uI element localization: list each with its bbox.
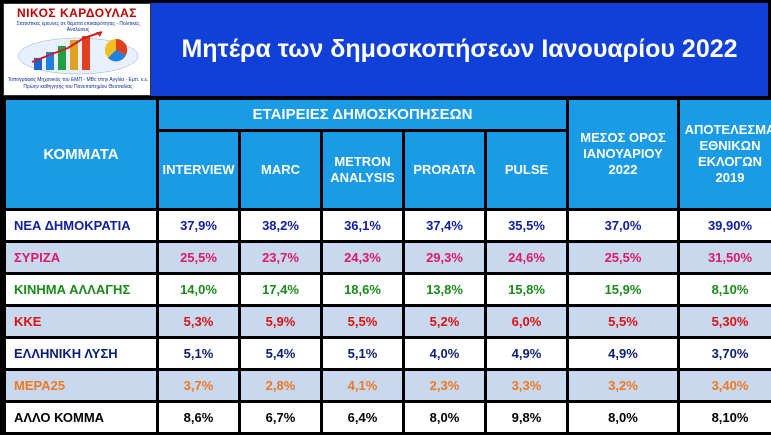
value-cell: 5,5% — [323, 307, 402, 336]
table-row: ΑΛΛΟ ΚΟΜΜΑ 8,6% 6,7% 6,4% 8,0% 9,8% 8,0%… — [6, 403, 771, 432]
election-cell: 8,10% — [680, 275, 771, 304]
logo: ΝΙΚΟΣ ΚΑΡΔΟΥΛΑΣ Στατιστικές έρευνες σε θ… — [3, 3, 151, 96]
table-row: ΝΕΑ ΔΗΜΟΚΡΑΤΙΑ 37,9% 38,2% 36,1% 37,4% 3… — [6, 211, 771, 240]
party-name: ΣΥΡΙΖΑ — [6, 243, 156, 272]
average-header-line3: 2022 — [608, 162, 638, 177]
election-cell: 31,50% — [680, 243, 771, 272]
election-header-line2: ΕΘΝΙΚΩΝ — [699, 138, 761, 153]
value-cell: 29,3% — [405, 243, 484, 272]
election-cell: 5,30% — [680, 307, 771, 336]
value-cell: 5,9% — [241, 307, 320, 336]
company-header-line1: METRON — [334, 154, 391, 169]
value-cell: 8,0% — [405, 403, 484, 432]
value-cell: 5,2% — [405, 307, 484, 336]
value-cell: 6,0% — [487, 307, 566, 336]
logo-footer-line2: Πρώην καθηγητής του Πανεπιστημίου Θεσσαλ… — [23, 84, 133, 90]
logo-footer-line1: Τοπογράφος Μηχανικός του ΕΜΠ - MBc στην … — [7, 77, 149, 83]
value-cell: 36,1% — [323, 211, 402, 240]
company-header-metron: METRON ANALYSIS — [323, 132, 402, 208]
value-cell: 3,3% — [487, 371, 566, 400]
company-header-line1: INTERVIEW — [162, 162, 235, 177]
value-cell: 5,3% — [159, 307, 238, 336]
value-cell: 6,7% — [241, 403, 320, 432]
value-cell: 24,3% — [323, 243, 402, 272]
value-cell: 2,8% — [241, 371, 320, 400]
company-header-interview: INTERVIEW — [159, 132, 238, 208]
logo-subtitle: Στατιστικές έρευνες σε θέματα επικαιρότη… — [16, 21, 140, 33]
company-header-prorata: PRORATA — [405, 132, 484, 208]
value-cell: 18,6% — [323, 275, 402, 304]
election-header-line4: 2019 — [715, 170, 745, 185]
election-header: ΑΠΟΤΕΛΕΣΜΑ ΕΘΝΙΚΩΝ ΕΚΛΟΓΩΝ 2019 — [680, 100, 771, 208]
value-cell: 13,8% — [405, 275, 484, 304]
company-header-line1: MARC — [261, 162, 300, 177]
company-header-line1: PRORATA — [413, 162, 476, 177]
party-name: ΚΚΕ — [6, 307, 156, 336]
party-name: ΑΛΛΟ ΚΟΜΜΑ — [6, 403, 156, 432]
election-header-line1: ΑΠΟΤΕΛΕΣΜΑ — [684, 122, 771, 137]
logo-chart-graphic — [17, 31, 139, 75]
company-header-pulse: PULSE — [487, 132, 566, 208]
average-header-line2: ΙΑΝΟΥΑΡΙΟΥ — [583, 146, 663, 161]
value-cell: 5,1% — [323, 339, 402, 368]
table-row: ΚΙΝΗΜΑ ΑΛΛΑΓΗΣ 14,0% 17,4% 18,6% 13,8% 1… — [6, 275, 771, 304]
average-cell: 37,0% — [569, 211, 677, 240]
value-cell: 4,0% — [405, 339, 484, 368]
value-cell: 5,1% — [159, 339, 238, 368]
value-cell: 15,8% — [487, 275, 566, 304]
value-cell: 17,4% — [241, 275, 320, 304]
value-cell: 6,4% — [323, 403, 402, 432]
value-cell: 37,4% — [405, 211, 484, 240]
value-cell: 25,5% — [159, 243, 238, 272]
table-row: ΕΛΛΗΝΙΚΗ ΛΥΣΗ 5,1% 5,4% 5,1% 4,0% 4,9% 4… — [6, 339, 771, 368]
value-cell: 3,7% — [159, 371, 238, 400]
election-cell: 39,90% — [680, 211, 771, 240]
average-cell: 25,5% — [569, 243, 677, 272]
value-cell: 37,9% — [159, 211, 238, 240]
party-name: ΚΙΝΗΜΑ ΑΛΛΑΓΗΣ — [6, 275, 156, 304]
value-cell: 5,4% — [241, 339, 320, 368]
value-cell: 2,3% — [405, 371, 484, 400]
average-cell: 3,2% — [569, 371, 677, 400]
election-cell: 8,10% — [680, 403, 771, 432]
page-title: Μητέρα των δημοσκοπήσεων Ιανουαρίου 2022 — [181, 35, 738, 63]
value-cell: 4,1% — [323, 371, 402, 400]
average-header-line1: ΜΕΣΟΣ ΟΡΟΣ — [580, 130, 666, 145]
value-cell: 9,8% — [487, 403, 566, 432]
value-cell: 35,5% — [487, 211, 566, 240]
average-cell: 8,0% — [569, 403, 677, 432]
value-cell: 38,2% — [241, 211, 320, 240]
election-header-line3: ΕΚΛΟΓΩΝ — [697, 154, 763, 169]
party-name: ΜΕΡΑ25 — [6, 371, 156, 400]
average-cell: 4,9% — [569, 339, 677, 368]
value-cell: 4,9% — [487, 339, 566, 368]
value-cell: 23,7% — [241, 243, 320, 272]
logo-name: ΝΙΚΟΣ ΚΑΡΔΟΥΛΑΣ — [16, 6, 138, 20]
table-row: ΣΥΡΙΖΑ 25,5% 23,7% 24,3% 29,3% 24,6% 25,… — [6, 243, 771, 272]
table-row: ΚΚΕ 5,3% 5,9% 5,5% 5,2% 6,0% 5,5% 5,30% — [6, 307, 771, 336]
average-cell: 5,5% — [569, 307, 677, 336]
party-name: ΝΕΑ ΔΗΜΟΚΡΑΤΙΑ — [6, 211, 156, 240]
companies-group-header: ΕΤΑΙΡΕΙΕΣ ΔΗΜΟΣΚΟΠΗΣΕΩΝ — [159, 100, 566, 129]
average-cell: 15,9% — [569, 275, 677, 304]
company-header-marc: MARC — [241, 132, 320, 208]
value-cell: 8,6% — [159, 403, 238, 432]
poll-table: ΚΟΜΜΑΤΑ ΕΤΑΙΡΕΙΕΣ ΔΗΜΟΣΚΟΠΗΣΕΩΝ ΜΕΣΟΣ ΟΡ… — [3, 97, 771, 435]
company-header-line1: PULSE — [504, 162, 549, 177]
party-name: ΕΛΛΗΝΙΚΗ ΛΥΣΗ — [6, 339, 156, 368]
election-cell: 3,40% — [680, 371, 771, 400]
value-cell: 14,0% — [159, 275, 238, 304]
election-cell: 3,70% — [680, 339, 771, 368]
parties-header: ΚΟΜΜΑΤΑ — [6, 100, 156, 208]
average-header: ΜΕΣΟΣ ΟΡΟΣ ΙΑΝΟΥΑΡΙΟΥ 2022 — [569, 100, 677, 208]
table-row: ΜΕΡΑ25 3,7% 2,8% 4,1% 2,3% 3,3% 3,2% 3,4… — [6, 371, 771, 400]
logo-footer: Τοπογράφος Μηχανικός του ΕΜΠ - MBc στην … — [6, 77, 150, 91]
value-cell: 24,6% — [487, 243, 566, 272]
company-header-line2: ANALYSIS — [330, 170, 395, 185]
